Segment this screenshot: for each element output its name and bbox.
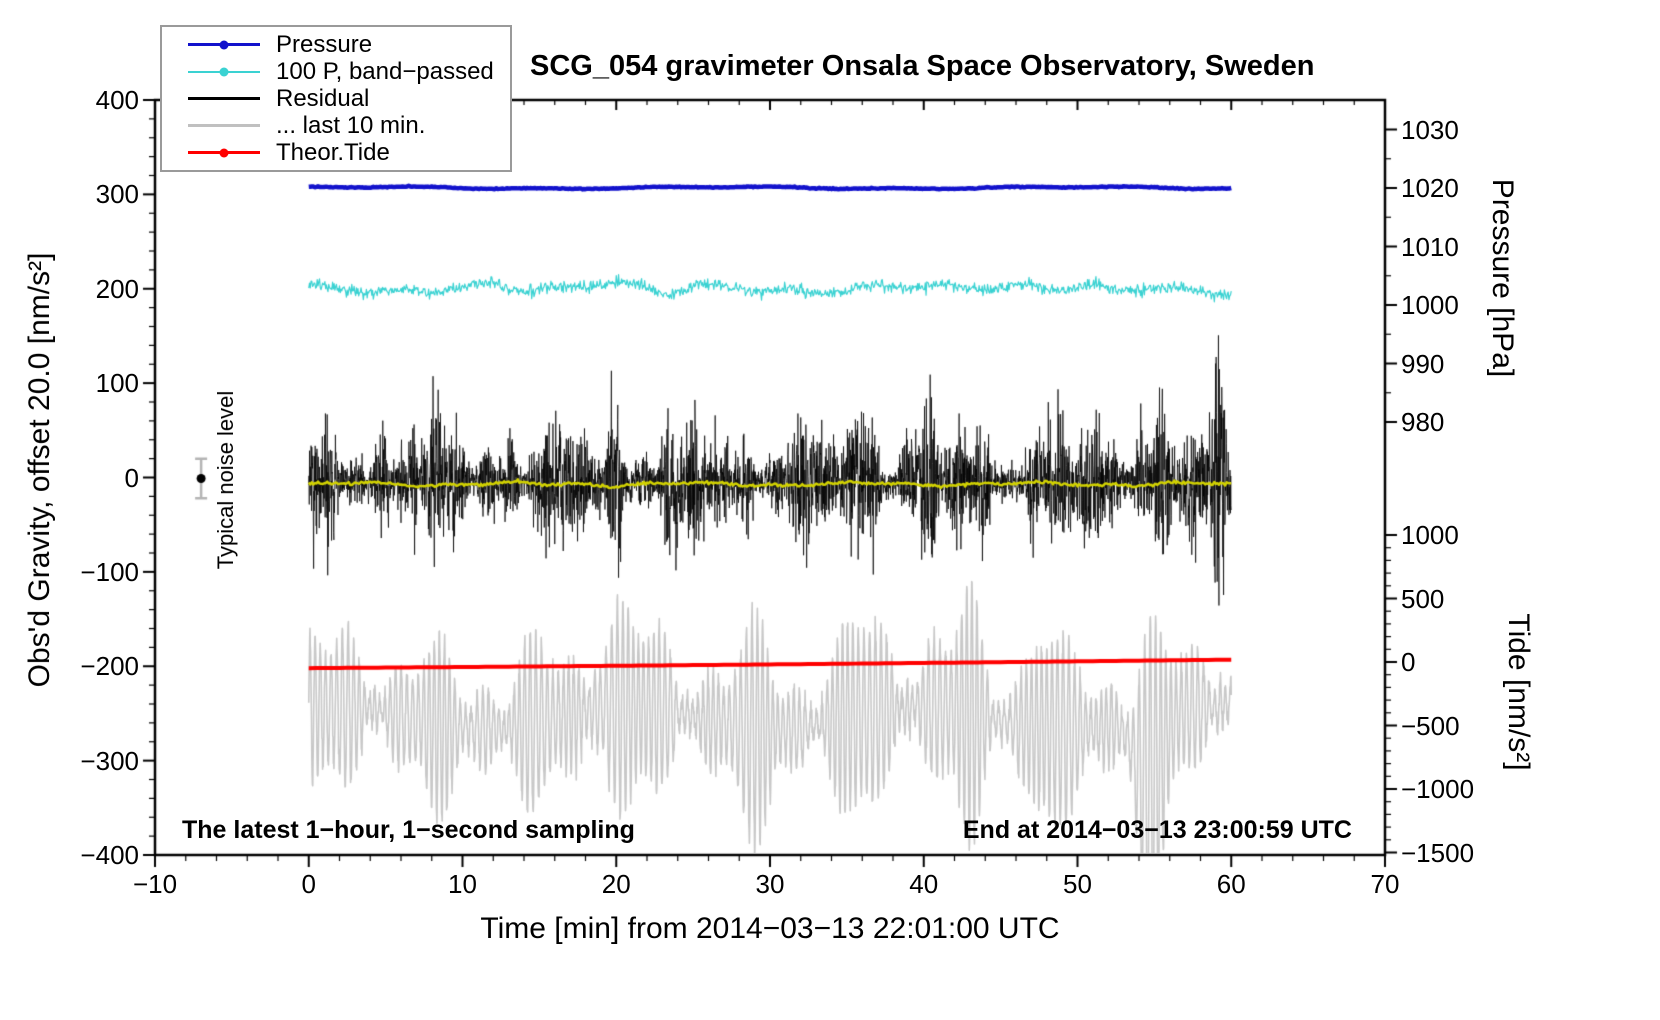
left-tick-label: 100 <box>95 368 139 399</box>
pressure-tick-label: 1030 <box>1401 114 1459 145</box>
sampling-note: The latest 1−hour, 1−second sampling <box>182 816 635 844</box>
x-tick-label: 10 <box>448 869 477 899</box>
left-tick-label: −200 <box>80 651 139 682</box>
x-tick-label: 70 <box>1370 869 1400 899</box>
tide-tick-label: −1000 <box>1401 774 1475 804</box>
legend-label: Residual <box>276 84 370 112</box>
chart-title: SCG_054 gravimeter Onsala Space Observat… <box>530 50 1315 82</box>
x-tick-label: 20 <box>601 869 631 899</box>
legend-line-sample <box>188 97 260 100</box>
pressure-tick-label: 1000 <box>1401 290 1459 320</box>
legend-label: Pressure <box>276 30 373 58</box>
legend-dot <box>219 148 229 157</box>
legend-line-sample <box>188 124 260 127</box>
legend-line-sample <box>188 67 260 76</box>
x-tick-label: 40 <box>909 869 939 899</box>
legend-item: Residual <box>162 85 510 112</box>
left-tick-label: 0 <box>124 462 139 493</box>
x-axis-title: Time [min] from 2014−03−13 22:01:00 UTC <box>480 912 1060 945</box>
legend-dot <box>219 40 229 49</box>
x-tick-label: 30 <box>755 869 785 899</box>
tide-tick-label: 500 <box>1401 583 1445 614</box>
x-tick-label: 60 <box>1216 869 1246 899</box>
tide-tick-label: 0 <box>1401 647 1416 677</box>
legend-label: ... last 10 min. <box>276 111 426 139</box>
tide-tick-label: 1000 <box>1401 520 1459 550</box>
x-tick-label: 50 <box>1063 869 1092 899</box>
noise-level-label: Typical noise level <box>213 390 238 570</box>
legend-label: Theor.Tide <box>276 138 390 166</box>
legend-item: Theor.Tide <box>162 139 510 166</box>
x-tick-label: −10 <box>132 869 178 899</box>
pressure-tick-label: 1010 <box>1401 231 1459 262</box>
pressure-tick-label: 980 <box>1401 407 1445 437</box>
left-tick-label: 300 <box>95 179 139 210</box>
tide-axis-title: Tide [nm/s²] <box>1502 613 1535 771</box>
left-tick-label: 200 <box>95 273 139 304</box>
legend-box: Pressure 100 P, band−passed Residual... la… <box>160 25 512 172</box>
legend-item: 100 P, band−passed <box>162 58 510 85</box>
tide-tick-label: −1500 <box>1401 837 1475 868</box>
pressure-tick-label: 990 <box>1401 348 1445 379</box>
legend-item: ... last 10 min. <box>162 112 510 139</box>
pressure-tick-label: 1020 <box>1401 173 1459 203</box>
left-axis-title: Obs'd Gravity, offset 20.0 [nm/s²] <box>23 252 56 688</box>
tide-tick-label: −500 <box>1401 710 1460 741</box>
legend-label: 100 P, band−passed <box>276 57 494 85</box>
legend-line-sample <box>188 40 260 49</box>
legend-line-sample <box>188 148 260 157</box>
left-tick-label: 400 <box>95 85 139 115</box>
pressure-axis-title: Pressure [hPa] <box>1486 178 1519 378</box>
end-time-note: End at 2014−03−13 23:00:59 UTC <box>962 816 1352 844</box>
legend-dot <box>219 67 229 76</box>
left-tick-label: −300 <box>80 745 139 776</box>
x-tick-label: 0 <box>301 869 316 899</box>
left-tick-label: −400 <box>80 840 139 870</box>
left-tick-label: −100 <box>80 556 139 587</box>
legend-item: Pressure <box>162 31 510 58</box>
